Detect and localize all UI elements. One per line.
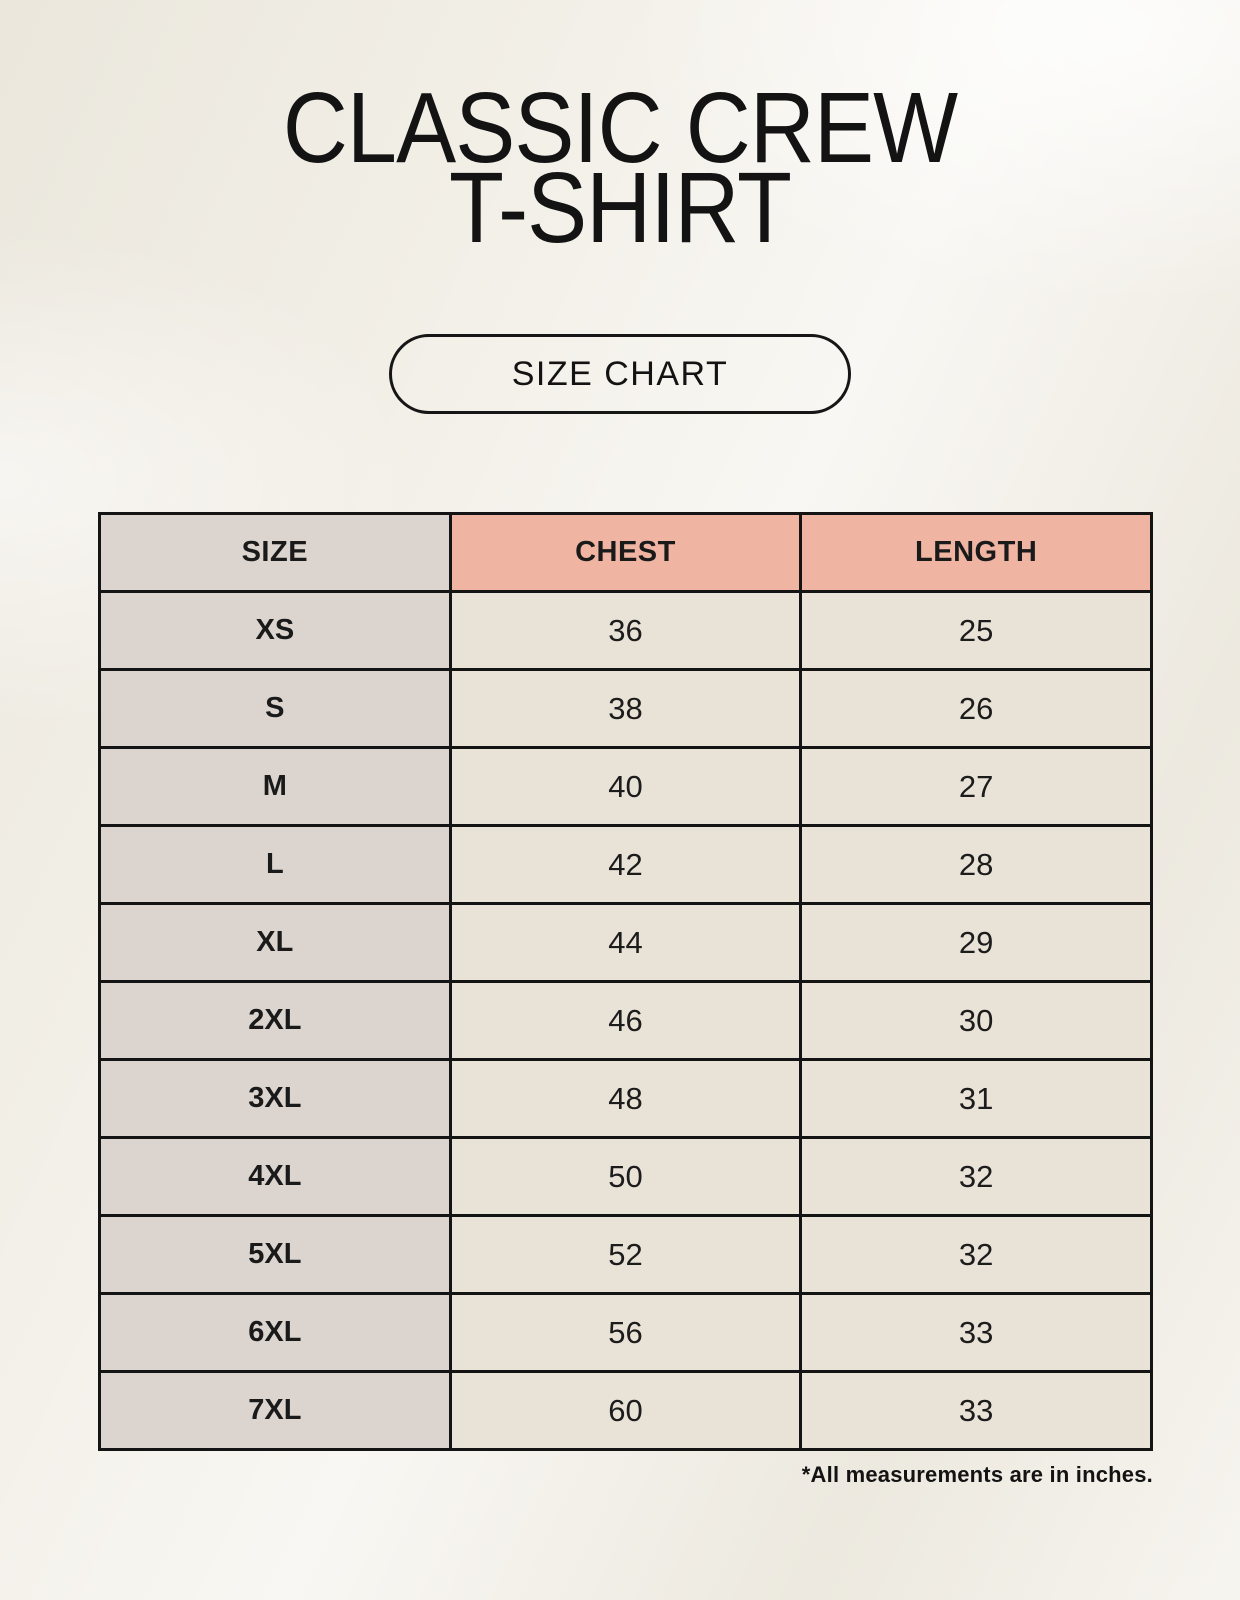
size-chart-button-label: SIZE CHART <box>511 354 729 393</box>
chest-value: 46 <box>448 980 803 1061</box>
length-value: 30 <box>799 980 1153 1061</box>
chest-value: 40 <box>448 746 803 827</box>
length-value: 31 <box>799 1058 1153 1139</box>
chest-value: 42 <box>448 824 803 905</box>
length-value: 33 <box>799 1370 1153 1451</box>
size-label: 4XL <box>98 1136 452 1217</box>
size-label: M <box>98 746 452 827</box>
chest-value: 44 <box>448 902 803 983</box>
size-label: XS <box>98 590 452 671</box>
table-row: 4XL 50 32 <box>98 1136 1153 1217</box>
table-row: XS 36 25 <box>98 590 1153 671</box>
length-value: 26 <box>799 668 1153 749</box>
size-label: 7XL <box>98 1370 452 1451</box>
table-row: XL 44 29 <box>98 902 1153 983</box>
chest-value: 60 <box>448 1370 803 1451</box>
column-header-size: SIZE <box>98 512 452 593</box>
chest-value: 56 <box>448 1292 803 1373</box>
page-title-line-2: T-SHIRT <box>448 152 792 264</box>
size-chart-button[interactable]: SIZE CHART <box>389 334 851 414</box>
table-row: 2XL 46 30 <box>98 980 1153 1061</box>
table-row: 3XL 48 31 <box>98 1058 1153 1139</box>
column-header-length: LENGTH <box>799 512 1153 593</box>
chest-value: 50 <box>448 1136 803 1217</box>
size-label: S <box>98 668 452 749</box>
length-value: 29 <box>799 902 1153 983</box>
length-value: 27 <box>799 746 1153 827</box>
page-title-line-1: CLASSIC CREW <box>282 72 958 184</box>
chest-value: 36 <box>448 590 803 671</box>
size-chart-table: SIZE CHEST LENGTH XS 36 25 S 38 26 M 40 … <box>98 512 1153 1451</box>
table-row: M 40 27 <box>98 746 1153 827</box>
table-header-row: SIZE CHEST LENGTH <box>98 512 1153 593</box>
table-row: L 42 28 <box>98 824 1153 905</box>
length-value: 33 <box>799 1292 1153 1373</box>
table-row: S 38 26 <box>98 668 1153 749</box>
size-label: 2XL <box>98 980 452 1061</box>
size-label: 6XL <box>98 1292 452 1373</box>
length-value: 25 <box>799 590 1153 671</box>
column-header-chest: CHEST <box>448 512 803 593</box>
chest-value: 38 <box>448 668 803 749</box>
table-row: 6XL 56 33 <box>98 1292 1153 1373</box>
page-title: CLASSIC CREW T-SHIRT <box>0 0 1240 264</box>
measurements-footnote: *All measurements are in inches. <box>801 1462 1153 1487</box>
size-label: XL <box>98 902 452 983</box>
length-value: 28 <box>799 824 1153 905</box>
table-row: 7XL 60 33 <box>98 1370 1153 1451</box>
chest-value: 52 <box>448 1214 803 1295</box>
chest-value: 48 <box>448 1058 803 1139</box>
length-value: 32 <box>799 1214 1153 1295</box>
size-label: 3XL <box>98 1058 452 1139</box>
size-label: L <box>98 824 452 905</box>
table-row: 5XL 52 32 <box>98 1214 1153 1295</box>
length-value: 32 <box>799 1136 1153 1217</box>
size-label: 5XL <box>98 1214 452 1295</box>
